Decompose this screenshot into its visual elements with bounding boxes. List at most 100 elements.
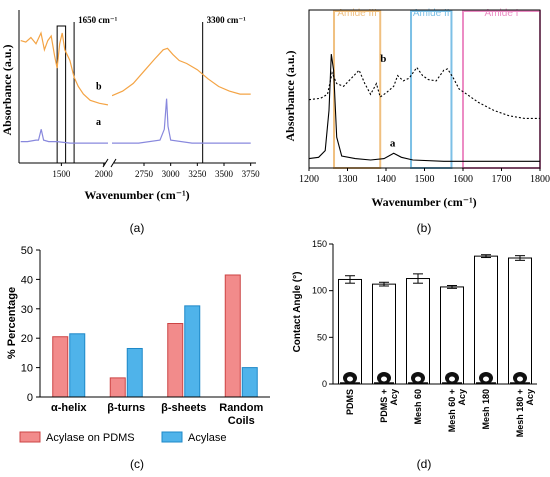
- y-tick-label-100: 100: [312, 286, 327, 296]
- x-tick-label-2000: 2000: [95, 169, 114, 179]
- bar-pdms-acy: [372, 283, 396, 385]
- y-tick-label-50: 50: [317, 332, 327, 342]
- x-tick-label-3000: 3000: [162, 169, 181, 179]
- x-label-mesh-180-acy-1: Acy: [525, 389, 535, 406]
- y-tick-label-0: 0: [27, 392, 33, 404]
- bar-acylase-on-pdms-turns: [109, 377, 126, 398]
- x-label-helix: α-helix: [51, 402, 87, 414]
- x-label-turns: β-turns: [107, 402, 145, 414]
- series-b-left-line: [20, 31, 108, 106]
- x-tick-label-1500: 1500: [415, 174, 435, 185]
- panel-a-xlabel: Wavenumber (cm⁻¹): [84, 188, 189, 202]
- x-tick-label-2750: 2750: [135, 169, 154, 179]
- bar-mesh-60: [406, 278, 430, 385]
- droplet-icon: [510, 372, 530, 384]
- x-tick-label-3250: 3250: [188, 169, 207, 179]
- bar-acylase-on-pdms-sheets: [167, 323, 184, 398]
- series-b-line: [309, 66, 540, 119]
- droplet-icon: [408, 372, 428, 384]
- x-label-mesh-60-0: Mesh 60: [413, 389, 423, 425]
- region-box-amide-ii: [410, 10, 453, 169]
- region-label-amide-ii: Amide II: [413, 8, 450, 19]
- droplet-icon: [340, 372, 360, 384]
- legend-swatch-acylase: [161, 431, 183, 443]
- panel-b-frame: [308, 9, 541, 169]
- legend-label-acylase-on-pdms: Acylase on PDMS: [46, 432, 135, 444]
- series-a-right-line: [112, 98, 251, 144]
- droplet-icon: [476, 372, 496, 384]
- y-tick-label-0: 0: [322, 379, 327, 389]
- series-b-right-line: [112, 47, 251, 97]
- droplet-icon: [442, 372, 462, 384]
- axis-break-mark-2: [110, 158, 117, 168]
- series-label-b: b: [96, 82, 102, 93]
- x-label-pdms-acy-0: PDMS +: [379, 389, 389, 423]
- x-tick-label-3750: 3750: [242, 169, 261, 179]
- panel-d-label: (d): [417, 457, 432, 471]
- series-label-a: a: [96, 117, 101, 128]
- region-box-amide-iii: [333, 10, 382, 169]
- annotation-3300: 3300 cm⁻¹: [207, 15, 246, 25]
- series-label-a: a: [390, 138, 396, 150]
- x-label-pdms-acy-1: Acy: [389, 389, 399, 406]
- panel-a-ylabel: Absorbance (a.u.): [0, 44, 14, 135]
- x-label-mesh-60-acy-0: Mesh 60 +: [447, 389, 457, 432]
- x-tick-label-1200: 1200: [299, 174, 319, 185]
- panel-a-plot-area: 1650 cm⁻¹ 3300 cm⁻¹ b a: [20, 15, 251, 164]
- droplet-highlight: [415, 376, 421, 382]
- panel-c-axes: 0 10 20 30 40 50 α-helix β-turns β-sheets RandomC…: [21, 245, 270, 427]
- x-tick-label-3500: 3500: [215, 169, 234, 179]
- x-tick-label-1700: 1700: [492, 174, 512, 185]
- x-tick-label-1600: 1600: [453, 174, 473, 185]
- panel-b-plot-area: Amide III Amide II Amide I b a: [309, 8, 541, 169]
- x-label-random-coils-0: Random: [219, 402, 263, 414]
- y-tick-label-30: 30: [21, 304, 33, 316]
- x-tick-label-1800: 1800: [530, 174, 550, 185]
- panel-c-ylabel: % Percentage: [6, 287, 18, 359]
- y-tick-label-20: 20: [21, 333, 33, 345]
- bar-acylase-on-pdms-helix: [52, 336, 69, 398]
- panel-c-plot-area: [52, 274, 258, 398]
- bar-acylase-turns: [126, 347, 143, 398]
- bar-mesh-60-acy: [440, 286, 464, 385]
- series-a-line: [309, 54, 540, 162]
- x-tick-label-1400: 1400: [376, 174, 396, 185]
- bar-acylase-on-pdms-random-coils: [224, 274, 241, 398]
- droplet-highlight: [483, 376, 489, 382]
- panel-a-axes: 1500 2000 2750 3000 3250 3500 3750: [18, 10, 261, 179]
- bar-mesh-180-acy: [508, 257, 532, 385]
- droplet-highlight: [449, 376, 455, 382]
- x-label-mesh-180-0: Mesh 180: [481, 389, 491, 430]
- bar-pdms: [338, 278, 362, 385]
- droplet-highlight: [347, 376, 353, 382]
- y-tick-label-10: 10: [21, 363, 33, 375]
- y-tick-label-50: 50: [21, 245, 33, 257]
- region-label-amide-iii: Amide III: [337, 8, 376, 19]
- panel-d-plot-area: [338, 254, 532, 385]
- x-label-mesh-60-acy-1: Acy: [457, 389, 467, 406]
- panel-c-legend: Acylase on PDMS Acylase: [19, 431, 227, 444]
- y-tick-label-40: 40: [21, 274, 33, 286]
- x-label-mesh-180-acy-0: Mesh 180 +: [515, 389, 525, 437]
- bar-acylase-sheets: [184, 305, 201, 398]
- legend-label-acylase: Acylase: [188, 432, 227, 444]
- region-box-amide-i: [462, 10, 541, 169]
- bar-acylase-helix: [69, 333, 86, 398]
- legend-swatch-acylase-on-pdms: [19, 431, 41, 443]
- x-tick-label-1300: 1300: [338, 174, 358, 185]
- annotation-1650: 1650 cm⁻¹: [78, 15, 117, 25]
- panel-c-label: (c): [130, 457, 144, 471]
- droplet-highlight: [517, 376, 523, 382]
- panel-b: Amide III Amide II Amide Iba 1200 1300 1400 1…: [283, 8, 550, 235]
- panel-d-ylabel: Contact Angle (°): [292, 272, 303, 353]
- panel-a: 1650 cm⁻¹ 3300 cm⁻¹ b a 1500 2000 2750 3000 325…: [0, 10, 260, 235]
- droplet-highlight: [381, 376, 387, 382]
- panel-b-ylabel: Absorbance (a.u.): [283, 50, 297, 141]
- droplet-icon: [374, 372, 394, 384]
- region-label-amide-i: Amide I: [485, 8, 519, 19]
- panel-b-axes: 1200 1300 1400 1500 1600 1700 1800: [299, 9, 550, 185]
- y-tick-label-150: 150: [312, 239, 327, 249]
- x-label-sheets: β-sheets: [161, 402, 206, 414]
